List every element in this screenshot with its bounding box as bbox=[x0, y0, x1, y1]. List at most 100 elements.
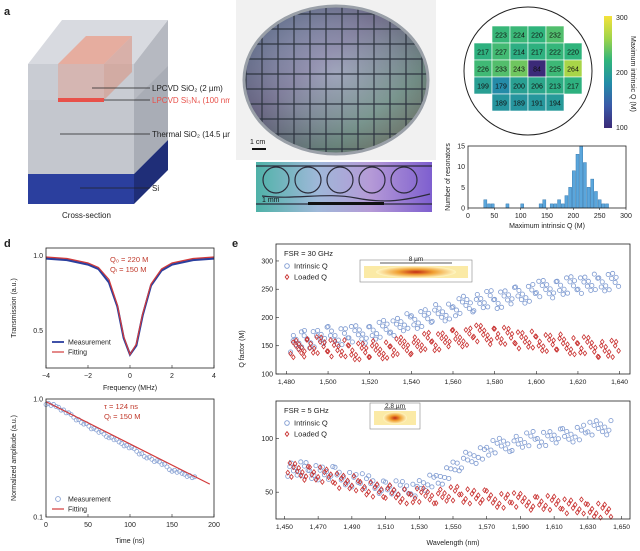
e-top-legend-intrinsic-swatch bbox=[284, 263, 290, 269]
e-x-label: Wavelength (nm) bbox=[426, 540, 479, 547]
e-top-intrinsic-point bbox=[540, 278, 546, 284]
e-bottom-loaded-point bbox=[395, 491, 401, 498]
e-bottom-loaded-point bbox=[429, 492, 435, 499]
panel-letter-a: a bbox=[4, 6, 11, 18]
e-top-loaded-point bbox=[374, 342, 379, 349]
transmission-x-tick-label: −4 bbox=[42, 373, 50, 380]
e-top-loaded-point bbox=[377, 346, 383, 353]
e-top-intrinsic-point bbox=[401, 322, 407, 328]
e-top-loaded-point bbox=[302, 348, 307, 355]
e-top-loaded-point bbox=[598, 342, 604, 349]
e-bottom-loaded-point bbox=[320, 478, 325, 485]
e-top-loaded-point bbox=[522, 338, 528, 346]
e-bottom-intrinsic-point bbox=[313, 463, 319, 469]
e-top-intrinsic-point bbox=[570, 283, 576, 289]
e-bottom-intrinsic-point bbox=[572, 434, 578, 440]
e-bottom-intrinsic-point bbox=[458, 465, 464, 471]
e-bottom-loaded-point bbox=[298, 472, 304, 479]
e-top-intrinsic-point bbox=[363, 335, 369, 341]
e-top-intrinsic-point bbox=[341, 330, 347, 336]
e-top-loaded-point bbox=[432, 347, 437, 354]
e-bottom-intrinsic-point bbox=[361, 485, 367, 491]
e-top-loaded-point bbox=[471, 333, 477, 340]
ringdown-measurement-point bbox=[68, 412, 74, 418]
e-bottom-intrinsic-point bbox=[374, 483, 380, 489]
e-bottom-loaded-point bbox=[285, 469, 291, 476]
e-top-intrinsic-point bbox=[390, 318, 396, 324]
ringdown-measurement-point bbox=[146, 454, 152, 460]
e-bottom-intrinsic-point bbox=[311, 472, 317, 478]
e-bottom-loaded-point bbox=[357, 478, 363, 485]
e-top-loaded-point bbox=[582, 350, 588, 357]
e-top-intrinsic-point bbox=[293, 336, 299, 342]
e-top-loaded-point bbox=[310, 349, 316, 356]
e-top-x-tick-label: 1,480 bbox=[278, 379, 295, 386]
e-bottom-intrinsic-point bbox=[473, 460, 479, 466]
e-bottom-loaded-point bbox=[454, 483, 460, 490]
e-top-loaded-point bbox=[362, 349, 368, 356]
e-top-intrinsic-point bbox=[370, 327, 376, 333]
wafer-cell-value: 200 bbox=[513, 84, 525, 91]
e-top-intrinsic-point bbox=[492, 296, 498, 302]
e-top-loaded-point bbox=[388, 343, 393, 350]
e-bottom-loaded-point bbox=[423, 492, 428, 500]
ringdown-legend-fitting: Fitting bbox=[68, 507, 87, 514]
e-bottom-intrinsic-point bbox=[566, 436, 572, 442]
e-bottom-loaded-point bbox=[568, 497, 574, 504]
e-y-label: Q factor (M) bbox=[239, 330, 246, 367]
e-bottom-x-tick-label: 1,470 bbox=[310, 524, 327, 531]
e-top-intrinsic-point bbox=[523, 295, 529, 301]
ringdown-measurement-point bbox=[53, 404, 59, 409]
e-top-intrinsic-point bbox=[487, 293, 493, 299]
e-bottom-y-tick-label: 100 bbox=[261, 436, 273, 443]
e-bottom-loaded-point bbox=[345, 477, 350, 484]
e-bottom-loaded-point bbox=[515, 494, 521, 501]
e-top-intrinsic-point bbox=[432, 307, 438, 313]
e-bottom-intrinsic-point bbox=[427, 472, 433, 478]
panel-e-bottom-q-factor: 1,450 1,470 1,490 1,510 1,530 1,550 1,570 1,590… bbox=[261, 400, 631, 547]
histogram-bar bbox=[572, 170, 576, 209]
e-top-loaded-point bbox=[291, 354, 296, 361]
wafer-rim bbox=[242, 4, 430, 156]
histogram-bar bbox=[487, 203, 491, 209]
e-top-intrinsic-point bbox=[359, 336, 365, 342]
e-bottom-intrinsic-point bbox=[534, 436, 540, 442]
e-top-intrinsic-point bbox=[526, 298, 532, 304]
e-top-intrinsic-point bbox=[339, 342, 345, 348]
histogram-x-tick-label: 100 bbox=[515, 213, 527, 220]
e-top-intrinsic-point bbox=[301, 328, 307, 334]
e-top-loaded-point bbox=[492, 325, 497, 332]
e-top-loaded-point bbox=[401, 343, 406, 350]
e-top-loaded-point bbox=[367, 353, 373, 361]
e-top-intrinsic-point bbox=[525, 283, 531, 289]
wafer-cell bbox=[545, 93, 565, 112]
e-bottom-loaded-point bbox=[486, 495, 492, 502]
e-top-loaded-point bbox=[567, 350, 573, 357]
colorbar bbox=[604, 16, 612, 128]
e-top-loaded-point bbox=[467, 330, 472, 337]
e-top-intrinsic-point bbox=[616, 283, 622, 289]
e-bottom-loaded-point bbox=[291, 464, 296, 471]
e-top-loaded-point bbox=[606, 348, 612, 356]
e-bottom-loaded-point bbox=[513, 503, 519, 510]
e-bottom-loaded-point bbox=[526, 499, 532, 506]
ringdown-measurement-point bbox=[139, 451, 145, 457]
e-top-loaded-point bbox=[536, 342, 542, 349]
e-top-intrinsic-point bbox=[485, 304, 491, 310]
e-top-loaded-point bbox=[474, 338, 480, 345]
e-bottom-intrinsic-point bbox=[541, 429, 547, 435]
wafer-cell-value: 84 bbox=[533, 67, 541, 74]
e-top-intrinsic-point bbox=[425, 316, 431, 322]
e-bottom-intrinsic-point bbox=[307, 468, 313, 474]
e-top-loaded-point bbox=[304, 335, 310, 343]
e-bottom-loaded-point bbox=[549, 497, 555, 504]
e-top-loaded-point bbox=[456, 339, 462, 346]
e-top-x-tick-label: 1,560 bbox=[444, 379, 461, 386]
e-top-intrinsic-point bbox=[412, 316, 418, 322]
ringdown-measurement-point bbox=[159, 462, 165, 467]
histogram-bar bbox=[594, 191, 598, 209]
histogram-y-tick-label: 5 bbox=[461, 185, 465, 192]
e-top-intrinsic-point bbox=[554, 278, 560, 284]
e-top-intrinsic-point bbox=[609, 275, 615, 281]
e-bottom-loaded-point bbox=[353, 487, 359, 494]
